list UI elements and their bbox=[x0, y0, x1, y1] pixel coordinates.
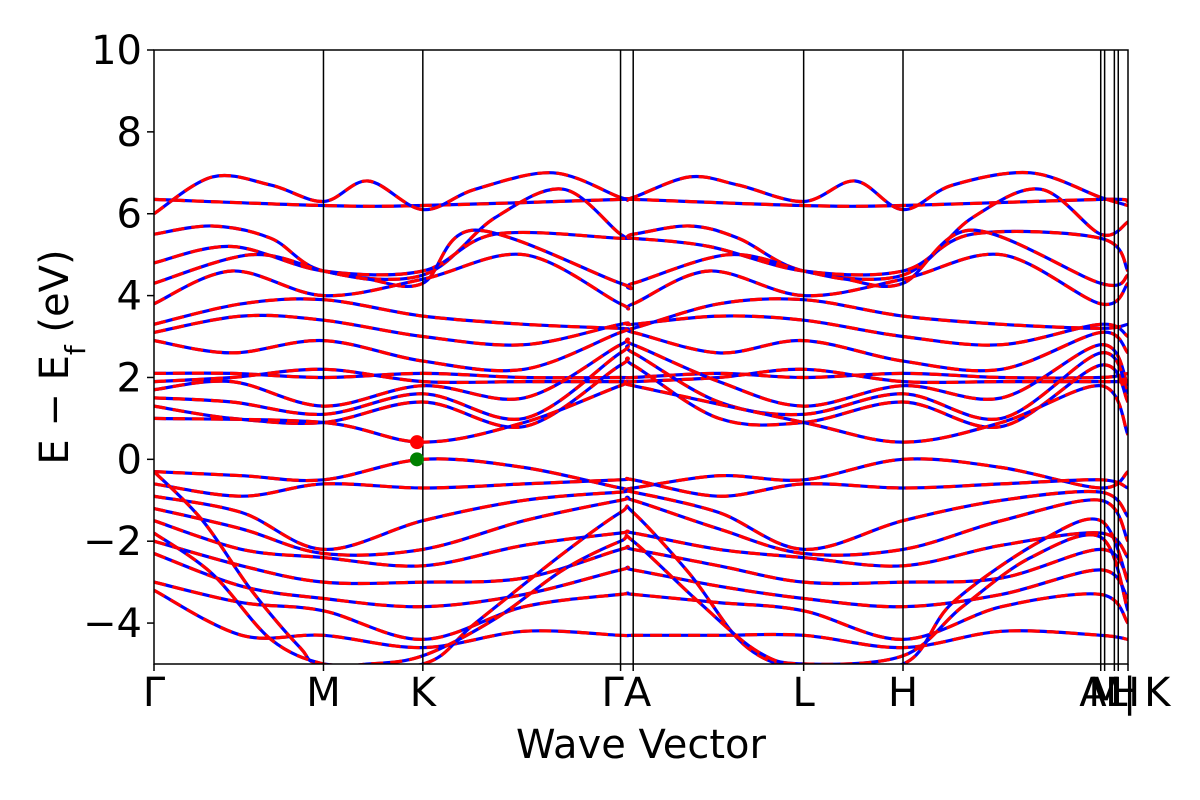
band-line-red-14 bbox=[154, 379, 1128, 444]
band-line-red-8 bbox=[154, 327, 1128, 373]
x-tick-label-3: ΓA bbox=[602, 670, 652, 716]
x-tick-label-1: M bbox=[306, 670, 341, 716]
x-axis-ticks: Γ M K ΓA L H AM|LH K bbox=[143, 664, 1172, 716]
band-line-red-11 bbox=[154, 337, 1128, 408]
x-tick-label-7: M| bbox=[1088, 670, 1136, 716]
band-lines bbox=[154, 170, 1128, 664]
kpoint-divider-lines bbox=[322, 50, 1120, 664]
x-tick-label-5: H bbox=[888, 670, 918, 716]
x-tick-label-6: A bbox=[1079, 670, 1107, 716]
x-axis-title: Wave Vector bbox=[516, 722, 767, 768]
x-tick-label-4: L bbox=[793, 670, 816, 716]
x-tick-label-2: K bbox=[410, 670, 438, 716]
y-tick-label-2: 0 bbox=[117, 437, 142, 483]
x-tick-label-8: L bbox=[1105, 670, 1128, 716]
band-edge-markers bbox=[409, 435, 424, 467]
plot-frame bbox=[153, 49, 1129, 665]
marker-cbm bbox=[409, 435, 424, 450]
band-line-red-12 bbox=[154, 344, 1128, 421]
y-tick-label-4: 4 bbox=[117, 274, 142, 320]
band-line-red-15 bbox=[154, 457, 1128, 492]
band-line-blue-14 bbox=[154, 379, 1128, 444]
y-tick-label-5: 6 bbox=[117, 192, 142, 238]
y-tick-label-7: 10 bbox=[91, 28, 142, 74]
y-tick-label-3: 2 bbox=[117, 355, 142, 401]
y-tick-label-0: −4 bbox=[83, 601, 142, 647]
x-tick-label-0: Γ bbox=[143, 670, 166, 716]
y-tick-label-1: −2 bbox=[83, 519, 142, 565]
band-line-blue-3 bbox=[154, 229, 1128, 277]
y-axis-title: E − Ef (eV) bbox=[32, 249, 92, 464]
x-tick-label-9: H bbox=[1110, 670, 1140, 716]
x-tick-label-10: K bbox=[1144, 670, 1172, 716]
band-line-blue-9 bbox=[154, 371, 1128, 380]
y-axis-ticks: −4 −2 0 2 4 6 8 10 bbox=[83, 28, 154, 647]
marker-vbm bbox=[409, 452, 424, 467]
y-tick-label-6: 8 bbox=[117, 110, 142, 156]
band-line-red-6 bbox=[154, 297, 1128, 332]
